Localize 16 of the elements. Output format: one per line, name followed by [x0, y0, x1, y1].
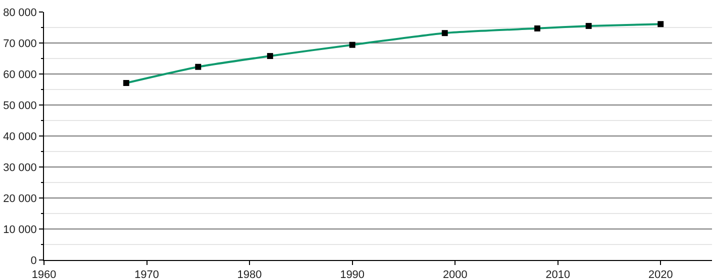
y-tick-label: 20 000 [3, 192, 37, 205]
x-tick-label: 2010 [546, 269, 570, 280]
y-tick-label: 0 [30, 254, 37, 267]
x-tick-label: 1960 [32, 269, 56, 280]
y-tick-label: 40 000 [3, 130, 37, 143]
x-tick-label: 2020 [648, 269, 673, 280]
y-tick-label: 30 000 [3, 162, 37, 174]
y-tick-label: 80 000 [3, 6, 37, 19]
y-tick-label: 70 000 [3, 38, 37, 50]
x-tick-label: 2000 [442, 269, 468, 280]
y-tick-label: 50 000 [3, 100, 37, 112]
x-tick-label: 1990 [340, 269, 365, 280]
x-tick-label: 1970 [134, 269, 160, 280]
y-tick-label: 60 000 [3, 68, 37, 81]
x-tick-label: 1980 [237, 269, 262, 280]
y-tick-label: 10 000 [3, 224, 37, 236]
